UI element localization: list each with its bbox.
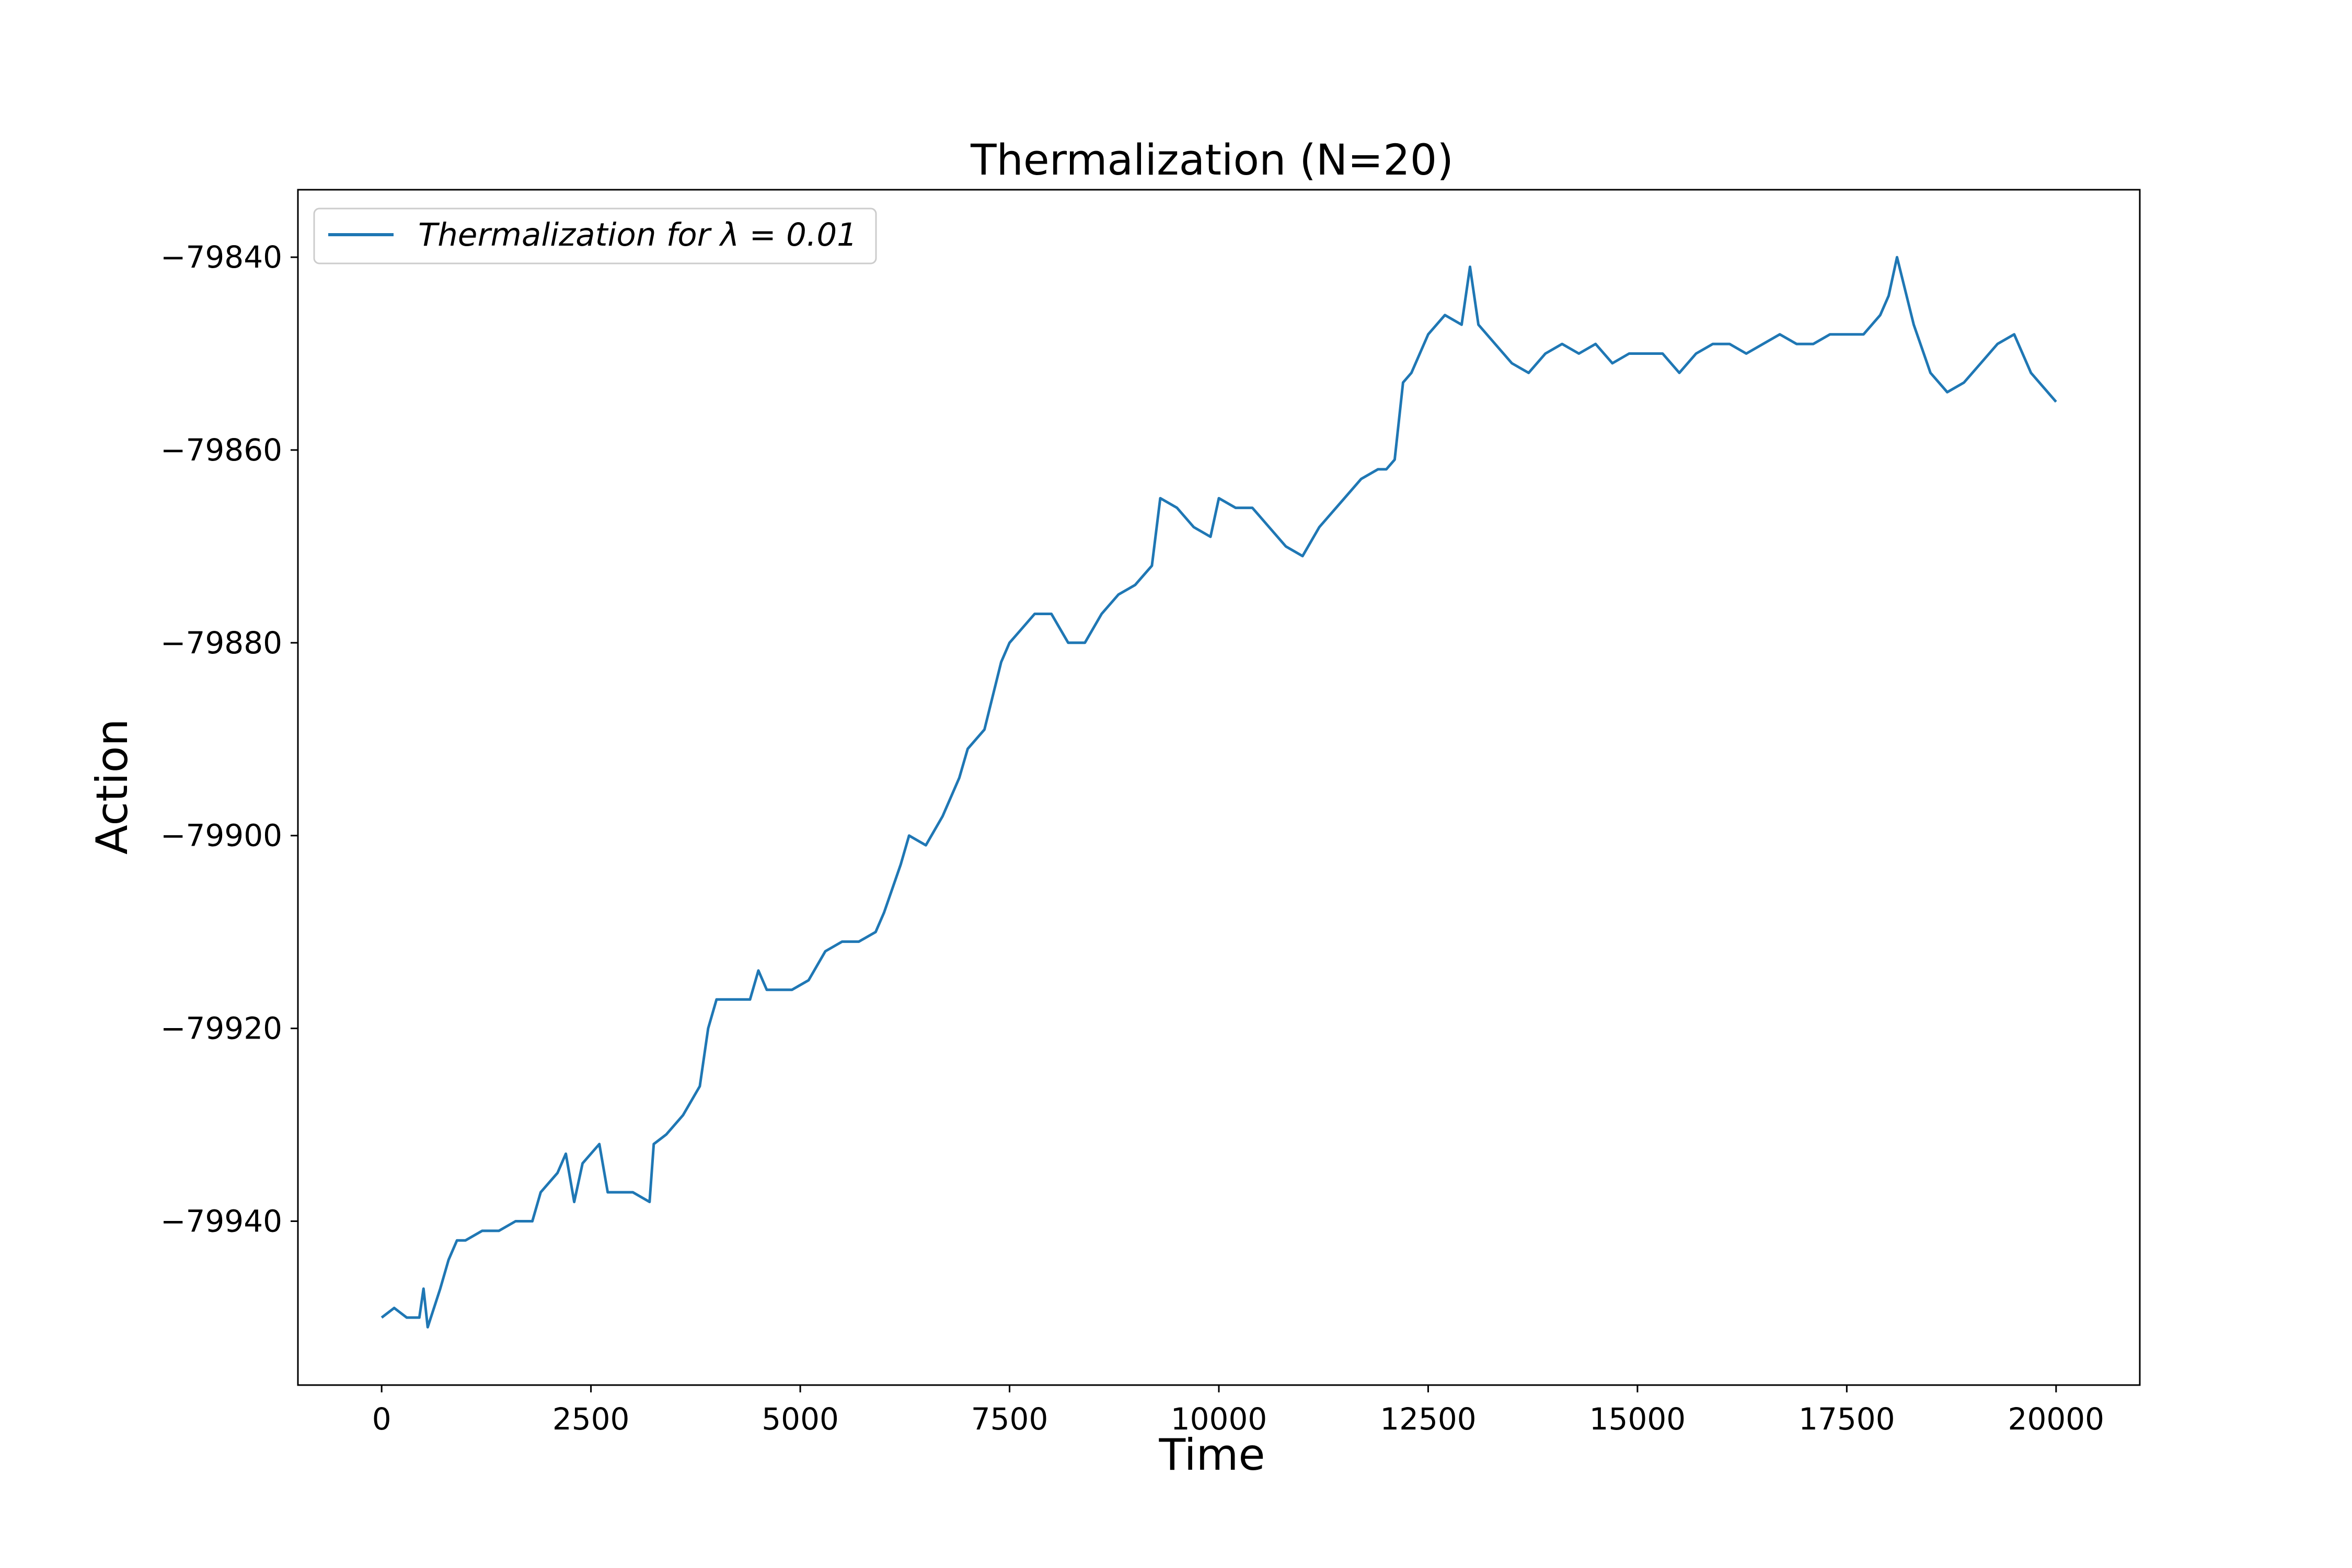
x-tick-label: 10000 bbox=[1171, 1401, 1267, 1437]
y-tick-label: −79860 bbox=[160, 432, 282, 468]
x-axis-ticks: 0 2500 5000 7500 10000 12500 15000 17500 20000 bbox=[372, 1385, 2104, 1437]
y-tick-label: −79920 bbox=[160, 1011, 282, 1046]
x-tick-label: 12500 bbox=[1380, 1401, 1477, 1437]
legend-label: Thermalization for λ = 0.01 bbox=[418, 216, 857, 253]
chart-title: Thermalization (N=20) bbox=[970, 136, 1454, 185]
series-layer bbox=[381, 256, 2057, 1329]
y-tick-label: −79840 bbox=[160, 239, 282, 275]
x-tick-label: 15000 bbox=[1589, 1401, 1686, 1437]
x-axis-label: Time bbox=[1158, 1429, 1265, 1480]
x-tick-label: 17500 bbox=[1798, 1401, 1895, 1437]
x-tick-label: 20000 bbox=[2008, 1401, 2105, 1437]
x-tick-label: 7500 bbox=[971, 1401, 1048, 1437]
x-tick-label: 5000 bbox=[762, 1401, 839, 1437]
legend: Thermalization for λ = 0.01 bbox=[313, 207, 877, 264]
y-axis-ticks: −79940 −79920 −79900 −79880 −79860 −79840 bbox=[160, 239, 298, 1239]
y-tick-label: −79900 bbox=[160, 818, 282, 854]
x-tick-label: 0 bbox=[372, 1401, 391, 1437]
legend-box bbox=[313, 207, 877, 264]
x-tick-label: 2500 bbox=[552, 1401, 630, 1437]
y-axis-label: Action bbox=[87, 719, 137, 855]
y-tick-label: −79880 bbox=[160, 625, 282, 661]
y-tick-label: −79940 bbox=[160, 1203, 282, 1239]
series-line bbox=[381, 256, 2057, 1329]
